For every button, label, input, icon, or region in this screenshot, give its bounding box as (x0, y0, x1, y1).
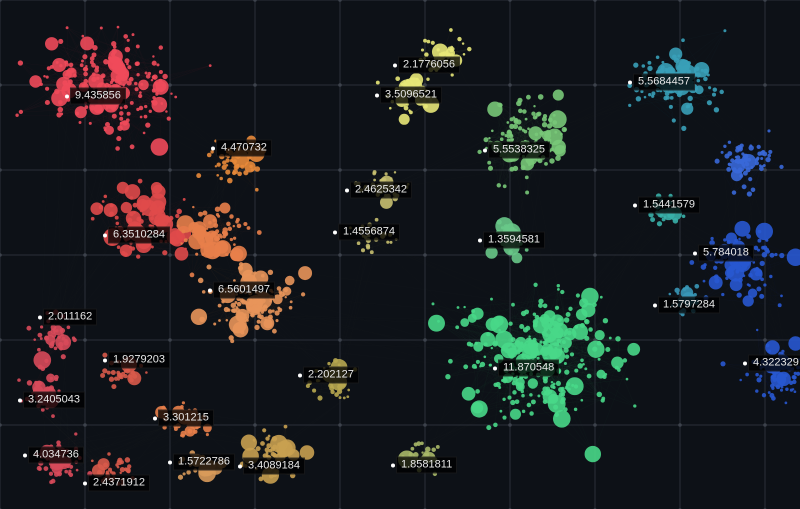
nodes-layer (15, 26, 800, 486)
cluster-nodes-red_bl_mid (100, 353, 148, 390)
cluster-nodes-orange_bl_1b (178, 450, 227, 482)
edges-layer (17, 27, 800, 484)
cluster-nodes-orange_bl_1 (155, 401, 212, 437)
cluster-nodes-orange_bl_2 (240, 425, 314, 484)
cluster-nodes-blue_2 (689, 221, 800, 307)
cluster-nodes-yellow_2 (418, 28, 471, 76)
cluster-nodes-teal_2 (669, 284, 708, 316)
cluster-nodes-red_bl_1 (26, 309, 76, 369)
cluster-nodes-orange_large (191, 262, 312, 343)
network-graph[interactable]: 9.4358564.4707326.35102846.56014972.0111… (0, 0, 800, 509)
graph-svg (0, 0, 800, 509)
cluster-nodes-orange_small (196, 136, 266, 192)
cluster-nodes-teal_top (627, 29, 726, 131)
cluster-nodes-green_mid (477, 90, 567, 195)
cluster-nodes-khaki_1 (306, 358, 357, 401)
cluster-nodes-yellow_small (376, 73, 439, 125)
